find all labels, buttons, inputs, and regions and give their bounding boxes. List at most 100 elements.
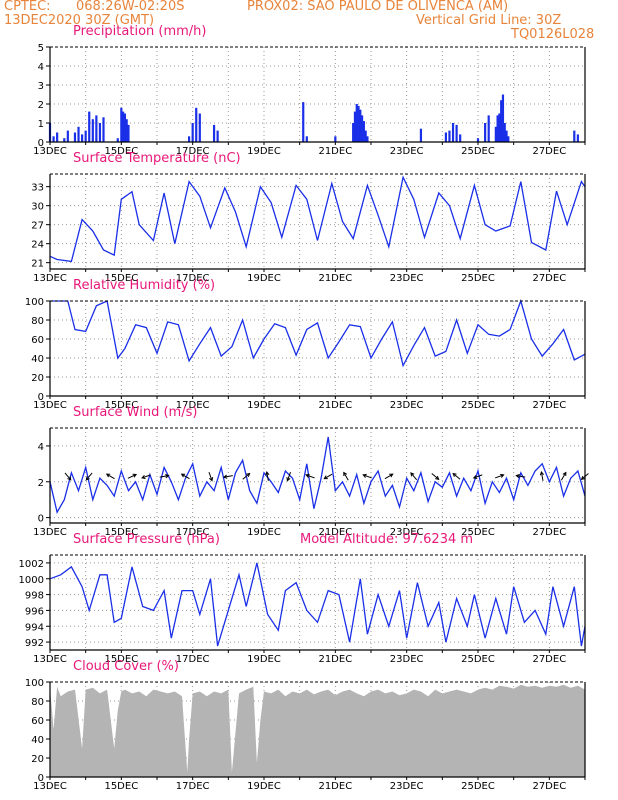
precip-bar	[73, 132, 77, 142]
wind-vector	[64, 472, 72, 481]
precip-bar	[487, 115, 490, 142]
y-tick-label: 2	[38, 478, 44, 489]
precip-bar	[216, 130, 219, 142]
precip-bar	[95, 115, 98, 142]
precip-bar	[455, 124, 458, 142]
precip-bar	[56, 132, 59, 142]
y-tick-label: 40	[31, 354, 44, 365]
wind-vector	[208, 471, 214, 482]
y-tick-label: 20	[31, 373, 44, 384]
precip-bar	[98, 123, 102, 142]
x-tick-label: 19DEC	[247, 527, 281, 538]
precip-bar	[507, 136, 510, 142]
x-tick-label: 19DEC	[247, 781, 281, 792]
precip-bar	[496, 115, 499, 142]
x-tick-label: 17DEC	[176, 781, 210, 792]
x-tick-label: 13DEC	[33, 273, 67, 284]
precip-bar	[366, 136, 369, 142]
precip-bar	[188, 136, 191, 142]
precip-bar	[448, 130, 451, 142]
x-tick-label: 21DEC	[318, 400, 352, 411]
precip-bar	[88, 111, 91, 142]
wind-vector	[85, 472, 93, 481]
precip-bar	[334, 136, 337, 142]
y-tick-label: 1	[38, 119, 44, 130]
precip-bar	[359, 109, 362, 142]
x-tick-label: 19DEC	[247, 400, 281, 411]
x-tick-label: 21DEC	[318, 781, 352, 792]
y-tick-label: 992	[25, 638, 44, 649]
wind-vector	[265, 470, 270, 481]
header-coordinates: 068:26W-02:20S	[76, 0, 185, 14]
x-tick-label: 25DEC	[461, 654, 495, 665]
x-tick-label: 19DEC	[247, 654, 281, 665]
precip-bar	[451, 123, 455, 142]
precip-bar	[305, 136, 308, 142]
x-tick-label: 15DEC	[104, 273, 138, 284]
y-tick-label: 33	[31, 183, 44, 194]
wind-vector	[431, 473, 440, 480]
precip-bar	[302, 102, 305, 142]
wind-vector	[141, 474, 151, 479]
wind-vector	[362, 473, 372, 479]
x-tick-label: 27DEC	[532, 527, 566, 538]
y-tick-label: 80	[31, 697, 44, 708]
precip-bar	[362, 121, 365, 142]
precip-bar	[81, 134, 84, 142]
y-tick-label: 60	[31, 335, 44, 346]
wind-vector	[286, 471, 291, 482]
y-tick-label: 2	[38, 100, 44, 111]
x-tick-label: 13DEC	[33, 146, 67, 157]
x-tick-label: 15DEC	[104, 527, 138, 538]
y-tick-label: 100	[25, 297, 44, 308]
y-tick-label: 994	[25, 622, 44, 633]
x-tick-label: 23DEC	[390, 146, 424, 157]
x-tick-label: 23DEC	[390, 527, 424, 538]
x-tick-label: 15DEC	[104, 146, 138, 157]
x-tick-label: 27DEC	[532, 654, 566, 665]
header-line1-left: CPTEC:	[4, 0, 51, 14]
y-tick-label: 27	[31, 221, 44, 232]
wind-vector	[222, 474, 233, 479]
series-line	[49, 436, 586, 514]
precip-bar	[127, 124, 130, 142]
wind-vector	[410, 472, 418, 481]
precip-bar	[120, 107, 123, 142]
panel-6: Cloud Cover (%) 0 20 40 60 80 100 13DEC 15DEC 17D…	[25, 659, 586, 792]
x-tick-label: 27DEC	[532, 146, 566, 157]
precip-bar	[501, 94, 505, 142]
precip-bar	[102, 117, 105, 142]
x-tick-label: 21DEC	[318, 527, 352, 538]
wind-vector	[539, 470, 544, 481]
panel-title: Precipitation (mm/h)	[73, 24, 206, 39]
x-tick-label: 21DEC	[318, 273, 352, 284]
precip-bar	[494, 126, 497, 142]
x-tick-label: 27DEC	[532, 273, 566, 284]
y-tick-label: 0	[38, 392, 44, 403]
x-tick-label: 15DEC	[104, 400, 138, 411]
precip-bar	[503, 123, 506, 142]
precip-bar	[353, 111, 357, 142]
y-tick-label: 0	[38, 514, 44, 525]
precip-bar	[352, 123, 355, 142]
x-tick-label: 17DEC	[176, 400, 210, 411]
x-tick-label: 23DEC	[390, 273, 424, 284]
x-tick-label: 25DEC	[461, 146, 495, 157]
x-tick-label: 15DEC	[104, 654, 138, 665]
panel-3: Relative Humidity (%) 0 20 40 60 80 100 13DEC 15…	[25, 278, 586, 411]
wind-vector	[305, 473, 315, 479]
y-tick-label: 4	[38, 442, 44, 453]
precip-bar	[355, 104, 358, 142]
precip-bar	[505, 130, 508, 142]
precip-bar	[198, 113, 201, 142]
wind-vector	[323, 473, 333, 480]
wind-vector	[495, 473, 505, 479]
y-tick-label: 100	[25, 678, 44, 689]
panel-title: Relative Humidity (%)	[73, 278, 215, 293]
model-altitude-label: Model Altitude: 97.6234 m	[300, 532, 473, 547]
y-tick-label: 996	[25, 606, 44, 617]
wind-vector	[515, 474, 526, 479]
panel-4: Surface Wind (m/s) 0 2 4 13DEC 15DEC 17DEC 19DE…	[33, 405, 589, 538]
precip-bar	[125, 119, 128, 142]
precip-bar	[459, 134, 462, 142]
